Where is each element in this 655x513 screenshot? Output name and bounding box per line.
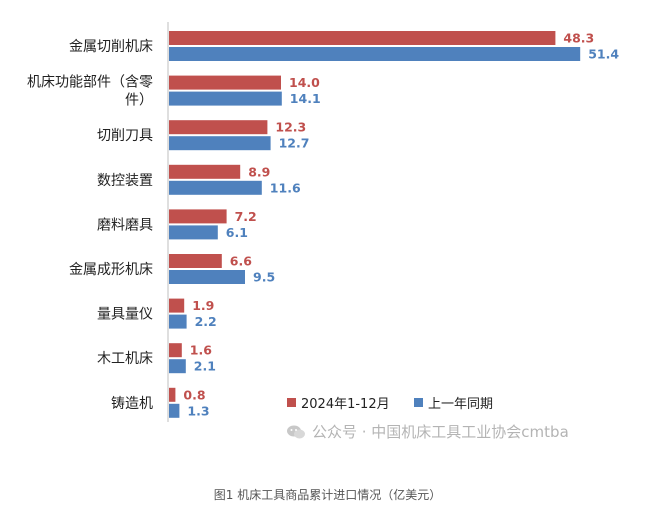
bars-layer	[169, 31, 581, 418]
value-label-prev-7: 2.1	[194, 359, 216, 374]
bar-prev-0	[169, 47, 581, 61]
bar-2024-7	[169, 343, 182, 358]
bar-prev-5	[169, 270, 245, 284]
value-label-prev-6: 2.2	[195, 314, 217, 329]
category-label-1-line-1: 件）	[125, 93, 153, 109]
value-label-2024-7: 1.6	[190, 343, 212, 358]
value-label-2024-8: 0.8	[183, 387, 205, 402]
bar-prev-2	[169, 136, 271, 151]
bar-prev-8	[169, 403, 180, 418]
legend-label-2024: 2024年1-12月	[301, 397, 390, 412]
category-label-7: 木工机床	[97, 351, 153, 367]
bar-prev-6	[169, 314, 187, 329]
watermark: 公众号 · 中国机床工具工业协会cmtba	[286, 421, 569, 442]
legend: 2024年1-12月 上一年同期	[287, 397, 493, 412]
bar-prev-1	[169, 91, 282, 106]
bar-2024-5	[169, 254, 222, 268]
bar-2024-4	[169, 209, 227, 224]
bar-prev-3	[169, 180, 262, 195]
value-label-2024-3: 8.9	[248, 164, 270, 179]
labels-layer: 48.351.4 金属切削机床 14.014.1 机床功能部件（含零件） 12.312.…	[27, 31, 619, 419]
legend-swatch-2024	[287, 398, 296, 407]
category-label-5: 金属成形机床	[69, 262, 153, 278]
category-label-0: 金属切削机床	[69, 39, 153, 55]
legend-label-prev: 上一年同期	[428, 397, 493, 412]
bar-prev-4	[169, 225, 218, 240]
category-label-4: 磨料磨具	[97, 217, 153, 233]
value-label-prev-1: 14.1	[290, 91, 321, 106]
value-label-2024-0: 48.3	[563, 31, 594, 46]
category-label-8: 铸造机	[111, 396, 153, 412]
watermark-text: 公众号 · 中国机床工具工业协会cmtba	[312, 423, 569, 441]
category-label-3: 数控装置	[97, 173, 153, 189]
value-label-prev-2: 12.7	[279, 136, 310, 151]
wechat-icon	[287, 425, 305, 439]
value-label-2024-6: 1.9	[192, 298, 214, 313]
value-label-2024-2: 12.3	[275, 120, 306, 135]
legend-swatch-prev	[414, 398, 423, 407]
category-label-6: 量具量仪	[97, 307, 153, 323]
value-label-prev-8: 1.3	[187, 403, 209, 418]
value-label-2024-1: 14.0	[289, 75, 320, 90]
category-label-2: 切削刀具	[97, 128, 153, 144]
value-label-prev-5: 9.5	[253, 270, 275, 285]
bar-2024-0	[169, 31, 556, 45]
value-label-2024-4: 7.2	[235, 209, 257, 224]
category-label-1-line-0: 机床功能部件（含零	[27, 75, 153, 91]
value-label-prev-4: 6.1	[226, 225, 248, 240]
bar-2024-3	[169, 164, 241, 179]
bar-prev-7	[169, 359, 186, 374]
bar-2024-8	[169, 387, 176, 402]
figure-caption: 图1 机床工具商品累计进口情况（亿美元）	[213, 488, 442, 502]
bar-2024-6	[169, 298, 185, 313]
value-label-prev-0: 51.4	[588, 47, 619, 62]
value-label-prev-3: 11.6	[270, 180, 301, 195]
bar-2024-2	[169, 120, 268, 135]
value-label-2024-5: 6.6	[230, 254, 252, 269]
bar-2024-1	[169, 75, 281, 90]
